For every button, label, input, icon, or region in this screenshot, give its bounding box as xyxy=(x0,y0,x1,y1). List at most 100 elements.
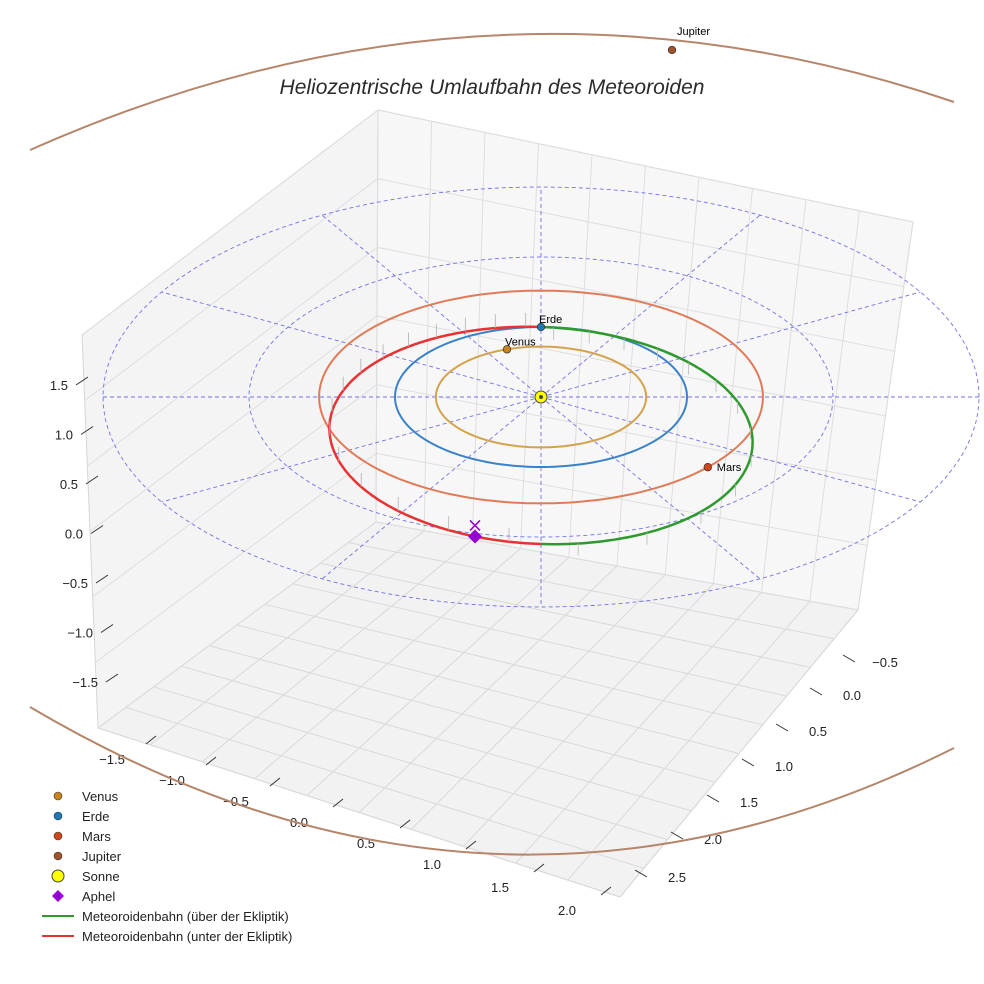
legend-item: Aphel xyxy=(38,886,292,906)
ecliptic-spoke xyxy=(540,214,761,398)
floor-grid-line xyxy=(619,609,859,898)
y-tick-mark xyxy=(809,687,823,696)
ecliptic-spoke xyxy=(321,396,542,580)
z-tick-mark xyxy=(95,574,109,584)
legend-label: Jupiter xyxy=(82,848,122,864)
x-tick-label: 1.5 xyxy=(491,880,509,895)
y-tick-mark xyxy=(842,654,856,663)
legend-marker xyxy=(38,866,78,886)
aphelion-cross xyxy=(469,519,481,531)
y-tick-label: 0.0 xyxy=(843,688,861,703)
x-tick-label: 1.0 xyxy=(423,857,441,872)
ecliptic-spoke xyxy=(540,291,921,398)
y-tick-mark xyxy=(670,831,684,840)
legend-marker xyxy=(38,846,78,866)
floor-grid-line xyxy=(264,603,763,726)
legend-item: Jupiter xyxy=(38,846,292,866)
wall-grid-line xyxy=(377,246,895,352)
wall-grid-line xyxy=(377,109,914,223)
y-tick-label: 1.0 xyxy=(775,759,793,774)
wall-grid-line xyxy=(89,315,378,532)
jupiter-orbit-arc-bottom xyxy=(29,706,955,856)
orbit-venus xyxy=(434,345,648,449)
label-mars: Mars xyxy=(717,462,742,474)
wall-grid-line xyxy=(81,109,379,336)
floor-grid-line xyxy=(515,592,762,864)
legend-label: Erde xyxy=(82,808,110,824)
grid-lines xyxy=(81,109,914,898)
x-tick-mark xyxy=(600,886,612,896)
legend-marker xyxy=(38,806,78,826)
legend-marker xyxy=(38,786,78,806)
y-tick-label: 0.5 xyxy=(809,724,827,739)
z-tick-label: −1.5 xyxy=(72,675,98,690)
sun-core xyxy=(539,395,543,399)
label-jupiter: Jupiter xyxy=(677,26,710,38)
z-tick-label: −1.0 xyxy=(67,626,93,641)
y-tick-label: −0.5 xyxy=(872,655,898,670)
wall-grid-line xyxy=(377,178,904,288)
legend-item: Erde xyxy=(38,806,292,826)
legend-item: Meteoroidenbahn (unter der Ekliptik) xyxy=(38,926,292,946)
label-venus: Venus xyxy=(505,336,536,348)
legend-marker xyxy=(38,886,78,906)
x-tick-mark xyxy=(145,735,157,745)
x-tick-mark xyxy=(269,777,281,787)
y-tick-mark xyxy=(775,723,789,732)
ecliptic-ring xyxy=(102,186,980,608)
z-tick-label: 1.0 xyxy=(55,428,73,443)
x-tick-mark xyxy=(205,756,217,766)
meteoroid-orbit xyxy=(328,312,754,556)
z-tick-mark xyxy=(85,475,99,485)
marker-mars xyxy=(703,463,712,472)
legend-item: Sonne xyxy=(38,866,292,886)
ecliptic-spoke xyxy=(540,396,921,503)
jupiter-orbit-arc-top xyxy=(29,32,955,151)
floor-grid-line xyxy=(463,583,714,847)
z-tick-mark xyxy=(90,525,104,534)
aphelion-marker xyxy=(467,529,482,544)
floor-grid-line xyxy=(358,565,618,813)
z-tick-label: 0.0 xyxy=(65,527,83,542)
wall-grid-line xyxy=(95,452,377,663)
ecliptic-spoke xyxy=(540,396,761,580)
legend-item: Meteoroidenbahn (über der Ekliptik) xyxy=(38,906,292,926)
y-tick-label: 1.5 xyxy=(740,795,758,810)
z-tick-mark xyxy=(75,376,89,386)
wall-grid-line xyxy=(87,246,378,467)
marker-venus xyxy=(502,345,512,354)
legend-label: Meteoroidenbahn (unter der Ekliptik) xyxy=(82,928,293,944)
wall-grid-line xyxy=(375,521,859,611)
legend-label: Aphel xyxy=(82,888,116,904)
legend-marker xyxy=(38,906,78,926)
z-tick-mark xyxy=(100,624,114,633)
z-tick-label: 0.5 xyxy=(60,477,78,492)
floor-grid-line xyxy=(292,583,787,697)
z-tick-mark xyxy=(80,426,94,435)
floor-grid-line xyxy=(320,562,811,668)
legend-label: Venus xyxy=(82,788,119,804)
axis-panes xyxy=(81,108,914,898)
legend-marker xyxy=(38,826,78,846)
chart-title: Heliozentrische Umlaufbahn des Meteoroid… xyxy=(280,76,705,99)
x-tick-mark xyxy=(465,840,477,850)
y-tick-mark xyxy=(634,869,648,878)
planet-orbits xyxy=(29,32,955,856)
z-tick-mark xyxy=(105,673,119,683)
marker-erde xyxy=(536,322,546,332)
x-tick-mark xyxy=(533,863,545,873)
x-tick-label: 2.0 xyxy=(558,903,576,918)
legend-label: Mars xyxy=(82,828,111,844)
label-erde: Erde xyxy=(539,314,562,326)
meteoroid-orbit-above xyxy=(540,325,754,546)
ecliptic-spoke xyxy=(321,214,542,398)
legend-item: Venus xyxy=(38,786,292,806)
x-tick-mark xyxy=(399,819,411,829)
legend: Venus Erde Mars Jupiter Sonne Aphel Meteoroide… xyxy=(38,786,292,946)
y-tick-mark xyxy=(741,758,755,767)
y-tick-label: 2.5 xyxy=(668,870,686,885)
floor-grid-line xyxy=(567,600,811,881)
wall-grid-line xyxy=(376,384,877,482)
wall-grid-line xyxy=(84,178,378,401)
